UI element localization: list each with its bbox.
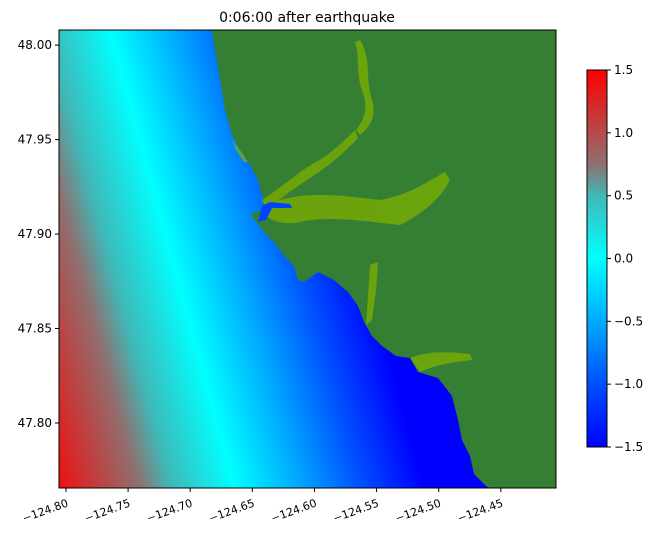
x-tick-label: −124.55 xyxy=(331,497,380,526)
x-tick-label: −124.60 xyxy=(269,497,318,526)
x-tick-label: −124.50 xyxy=(393,497,442,526)
colorbar-tick-label: −0.5 xyxy=(614,314,643,328)
x-tick-label: −124.65 xyxy=(207,497,256,526)
colorbar-tick-label: 1.0 xyxy=(614,126,633,140)
y-tick-label: 47.80 xyxy=(18,416,52,430)
colorbar-ticks: 1.5 1.0 0.5 0.0 −0.5 −1.0 −1.5 xyxy=(607,63,643,454)
colorbar: 1.5 1.0 0.5 0.0 −0.5 −1.0 −1.5 xyxy=(586,63,643,454)
plot-frame xyxy=(58,29,557,489)
colorbar-tick-label: 1.5 xyxy=(614,63,633,77)
x-tick-label: −124.70 xyxy=(145,497,194,526)
inundation-areas xyxy=(232,40,472,372)
colorbar-gradient xyxy=(586,69,608,448)
colorbar-tick-label: 0.5 xyxy=(614,189,633,203)
colorbar-tick-label: 0.0 xyxy=(614,252,633,266)
harbor-water xyxy=(258,202,292,222)
y-tick-label: 47.85 xyxy=(18,322,52,336)
x-tick-label: −124.80 xyxy=(21,497,70,526)
land-mask xyxy=(212,30,556,488)
x-tick-label: −124.45 xyxy=(456,497,505,526)
colorbar-tick-label: −1.5 xyxy=(614,440,643,454)
x-tick-label: −124.75 xyxy=(83,497,132,526)
y-tick-label: 48.00 xyxy=(18,38,52,52)
plot-area xyxy=(59,30,556,488)
chart-title: 0:06:00 after earthquake xyxy=(219,10,395,26)
y-tick-label: 47.95 xyxy=(18,133,52,147)
y-tick-label: 47.90 xyxy=(18,227,52,241)
x-axis: −124.80 −124.75 −124.70 −124.65 −124.60 −124.… xyxy=(21,488,505,525)
colorbar-tick-label: −1.0 xyxy=(614,377,643,391)
y-axis: 47.80 47.85 47.90 47.95 48.00 xyxy=(18,38,59,430)
